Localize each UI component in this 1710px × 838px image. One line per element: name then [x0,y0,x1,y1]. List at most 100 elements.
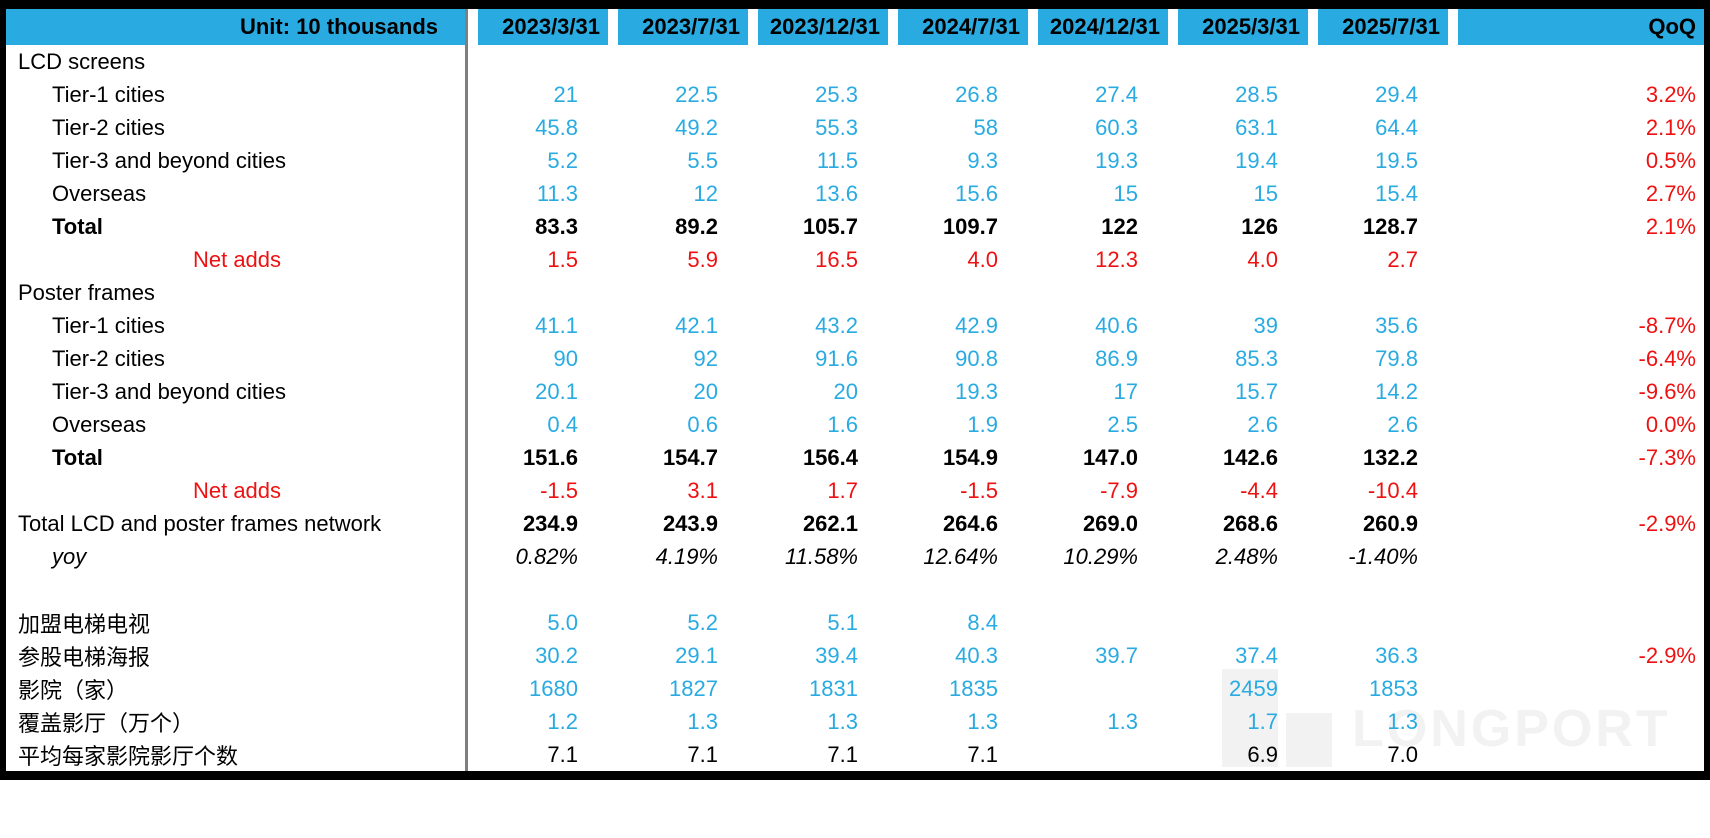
date-column-header: 2023/3/31 [478,9,608,45]
table-row [6,573,1704,606]
cell-value: -1.5 [960,477,998,503]
table-body: LCD screens Tier-1 cities 21 22.5 25.3 26.8 27… [6,45,1704,771]
cell-value: 1.6 [827,411,858,437]
cell-value: 37.4 [1235,642,1278,668]
cell-value: 260.9 [1362,510,1418,536]
cell-value: 90 [553,345,578,371]
cell-value: 39.4 [815,642,858,668]
cell-value [748,276,888,309]
cell-qoq [1448,474,1704,507]
cell-value: 36.3 [1375,642,1418,668]
cell-value: 40.6 [1095,312,1138,338]
cell-value: 64.4 [1375,114,1418,140]
cell-value: 7.1 [547,741,578,767]
cell-value [888,276,1028,309]
table-row: Overseas 0.4 0.6 1.6 1.9 2.5 2.6 2.6 0.0% [6,408,1704,441]
row-label: LCD screens [18,48,146,74]
table-row: Net adds -1.5 3.1 1.7 -1.5 -7.9 -4.4 -10.4 [6,474,1704,507]
cell-value: 22.5 [675,81,718,107]
row-label: 覆盖影厅（万个） [18,710,195,736]
date-column-header: 2025/3/31 [1178,9,1308,45]
cell-value: 154.7 [662,444,718,470]
table-row: 参股电梯海报 30.2 29.1 39.4 40.3 39.7 37.4 36.3 -2.9% [6,639,1704,672]
row-label: Tier-3 and beyond cities [52,147,286,173]
date-column-header: 2023/12/31 [758,9,888,45]
cell-value: 3.1 [687,477,718,503]
cell-value [1028,45,1168,78]
cell-value: 35.6 [1375,312,1418,338]
cell-value: 25.3 [815,81,858,107]
cell-value: 109.7 [942,213,998,239]
cell-value: 126 [1241,213,1278,239]
cell-value: -1.5 [540,477,578,503]
table-row: LCD screens [6,45,1704,78]
table-row: Total 151.6 154.7 156.4 154.9 147.0 142.6 132.2… [6,441,1704,474]
cell-value: 7.1 [827,741,858,767]
cell-value [608,276,748,309]
cell-value: 91.6 [815,345,858,371]
cell-qoq [1448,243,1704,276]
cell-value: 0.6 [687,411,718,437]
cell-value: 21 [553,81,578,107]
table-row: Total 83.3 89.2 105.7 109.7 122 126 128.7 2.1% [6,210,1704,243]
cell-value: 1.7 [1247,708,1278,734]
network-data-table: LONGPORT Unit: 10 thousands 2023/3/31 202… [0,0,1710,780]
cell-value: 1.3 [1107,708,1138,734]
cell-qoq: 0.0% [1645,411,1696,437]
cell-value: 105.7 [802,213,858,239]
date-column-header: 2024/12/31 [1038,9,1168,45]
cell-value: 15.7 [1235,378,1278,404]
table-row: Tier-2 cities 90 92 91.6 90.8 86.9 85.3 79.8 -6.… [6,342,1704,375]
cell-value: 19.5 [1375,147,1418,173]
cell-value [608,45,748,78]
cell-value: 1831 [809,675,858,701]
cell-value: 27.4 [1095,81,1138,107]
cell-qoq: 0.5% [1645,147,1696,173]
cell-value: 1680 [529,675,578,701]
cell-value: 19.3 [1095,147,1138,173]
cell-value: 2.6 [1387,411,1418,437]
cell-value: 122 [1101,213,1138,239]
table-row: Tier-2 cities 45.8 49.2 55.3 58 60.3 63.1 64.4 2… [6,111,1704,144]
table-row: Tier-3 and beyond cities 20.1 20 20 19.3 17 15… [6,375,1704,408]
cell-value: 1.3 [1387,708,1418,734]
cell-value: 92 [693,345,718,371]
cell-qoq [1448,606,1704,639]
cell-value: 49.2 [675,114,718,140]
cell-value: 5.5 [687,147,718,173]
cell-value: 42.9 [955,312,998,338]
cell-qoq: -2.9% [1638,642,1696,668]
cell-qoq [1448,45,1704,78]
cell-value: 2459 [1229,675,1278,701]
cell-value: 10.29% [1063,543,1138,569]
row-label: 影院（家） [18,677,129,703]
cell-value: 156.4 [802,444,858,470]
cell-value: 20 [693,378,718,404]
cell-value: 132.2 [1362,444,1418,470]
cell-value: 1.7 [827,477,858,503]
cell-value: 154.9 [942,444,998,470]
table-row: Tier-3 and beyond cities 5.2 5.5 11.5 9.3 19.… [6,144,1704,177]
row-label: Tier-2 cities [52,114,165,140]
table-row: Total LCD and poster frames network 234.9… [6,507,1704,540]
row-label: Total LCD and poster frames network [18,510,382,536]
row-label: Net adds [192,477,282,503]
cell-value: 13.6 [815,180,858,206]
row-label: 参股电梯海报 [18,644,151,670]
cell-value: 4.19% [655,543,718,569]
cell-value: 11.58% [785,543,858,569]
cell-value: 5.9 [687,246,718,272]
cell-value [1028,276,1168,309]
cell-value: 142.6 [1222,444,1278,470]
cell-value: 42.1 [675,312,718,338]
cell-value: 5.2 [687,609,718,635]
cell-value [468,276,608,309]
cell-value: 243.9 [662,510,718,536]
cell-value: 14.2 [1375,378,1418,404]
cell-value [1308,606,1448,639]
cell-value: 2.6 [1247,411,1278,437]
row-label: Tier-1 cities [52,81,165,107]
cell-value: 89.2 [675,213,718,239]
cell-value: 15 [1253,180,1278,206]
cell-value: 17 [1113,378,1138,404]
